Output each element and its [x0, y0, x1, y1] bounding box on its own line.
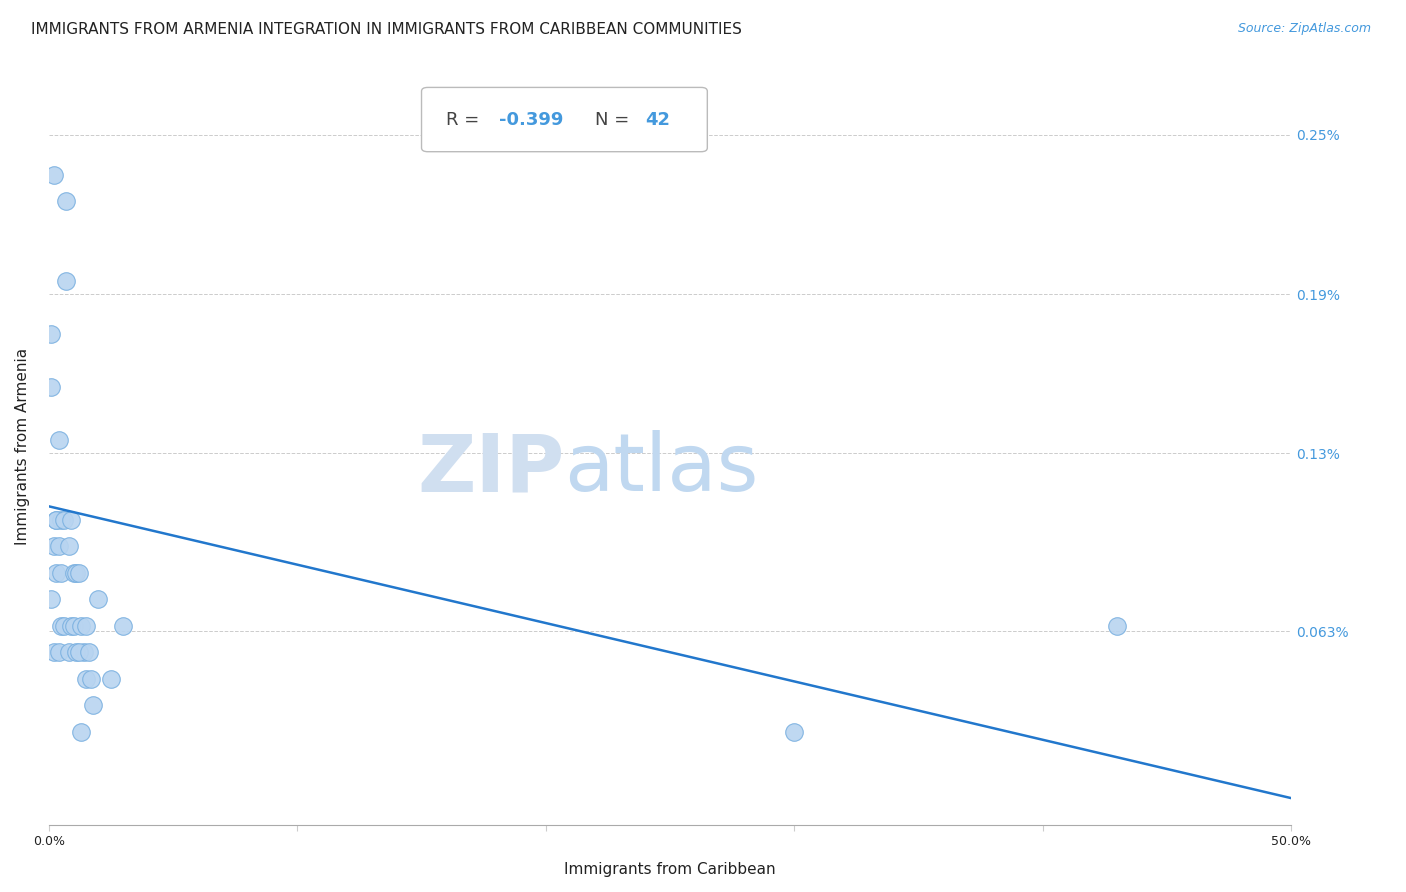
Text: R =: R =: [446, 111, 485, 128]
Y-axis label: Immigrants from Armenia: Immigrants from Armenia: [15, 348, 30, 545]
Point: [75, 618, 97, 632]
Point: [60, 512, 83, 526]
Point: [82, 698, 104, 713]
Point: [48, 645, 70, 659]
Point: [112, 618, 135, 632]
Point: [100, 672, 122, 686]
Point: [51, 566, 73, 580]
Point: [42, 168, 65, 182]
Point: [51, 618, 73, 632]
Point: [52, 512, 75, 526]
Point: [48, 539, 70, 553]
Text: Source: ZipAtlas.com: Source: ZipAtlas.com: [1237, 22, 1371, 36]
Text: atlas: atlas: [564, 430, 759, 508]
Point: [65, 645, 87, 659]
FancyBboxPatch shape: [422, 87, 707, 152]
Point: [70, 724, 93, 739]
Point: [1107, 618, 1129, 632]
Point: [51, 512, 73, 526]
Text: N =: N =: [596, 111, 636, 128]
Point: [45, 512, 67, 526]
Point: [55, 274, 77, 288]
Point: [72, 645, 94, 659]
Point: [45, 512, 67, 526]
Point: [65, 566, 87, 580]
Point: [67, 645, 90, 659]
Text: -0.399: -0.399: [499, 111, 562, 128]
Point: [39, 380, 62, 394]
Point: [42, 645, 65, 659]
Point: [55, 194, 77, 209]
Point: [58, 539, 80, 553]
Text: ZIP: ZIP: [418, 430, 564, 508]
Point: [42, 539, 65, 553]
Point: [62, 566, 84, 580]
Point: [39, 592, 62, 607]
Point: [60, 618, 83, 632]
Point: [77, 645, 100, 659]
Point: [80, 672, 103, 686]
X-axis label: Immigrants from Caribbean: Immigrants from Caribbean: [564, 862, 776, 877]
Text: IMMIGRANTS FROM ARMENIA INTEGRATION IN IMMIGRANTS FROM CARIBBEAN COMMUNITIES: IMMIGRANTS FROM ARMENIA INTEGRATION IN I…: [31, 22, 742, 37]
Point: [39, 326, 62, 341]
Point: [75, 672, 97, 686]
Point: [783, 724, 806, 739]
Point: [58, 645, 80, 659]
Point: [48, 433, 70, 447]
Point: [62, 618, 84, 632]
Point: [70, 618, 93, 632]
Text: 42: 42: [645, 111, 671, 128]
Point: [87, 592, 110, 607]
Point: [45, 566, 67, 580]
Point: [52, 618, 75, 632]
Point: [67, 566, 90, 580]
